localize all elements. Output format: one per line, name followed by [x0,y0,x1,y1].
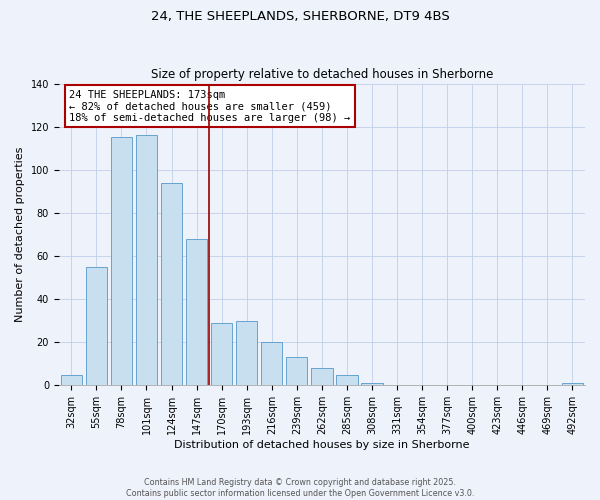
X-axis label: Distribution of detached houses by size in Sherborne: Distribution of detached houses by size … [174,440,470,450]
Bar [311,368,332,386]
Text: 24 THE SHEEPLANDS: 173sqm
← 82% of detached houses are smaller (459)
18% of semi: 24 THE SHEEPLANDS: 173sqm ← 82% of detac… [70,90,350,123]
Bar [562,383,583,386]
Bar [261,342,283,386]
Bar [111,138,132,386]
Text: 24, THE SHEEPLANDS, SHERBORNE, DT9 4BS: 24, THE SHEEPLANDS, SHERBORNE, DT9 4BS [151,10,449,23]
Bar [286,358,307,386]
Bar [211,323,232,386]
Y-axis label: Number of detached properties: Number of detached properties [15,147,25,322]
Bar [86,267,107,386]
Title: Size of property relative to detached houses in Sherborne: Size of property relative to detached ho… [151,68,493,81]
Text: Contains HM Land Registry data © Crown copyright and database right 2025.
Contai: Contains HM Land Registry data © Crown c… [126,478,474,498]
Bar [136,136,157,386]
Bar [61,374,82,386]
Bar [161,182,182,386]
Bar [186,239,207,386]
Bar [236,320,257,386]
Bar [361,383,383,386]
Bar [336,374,358,386]
